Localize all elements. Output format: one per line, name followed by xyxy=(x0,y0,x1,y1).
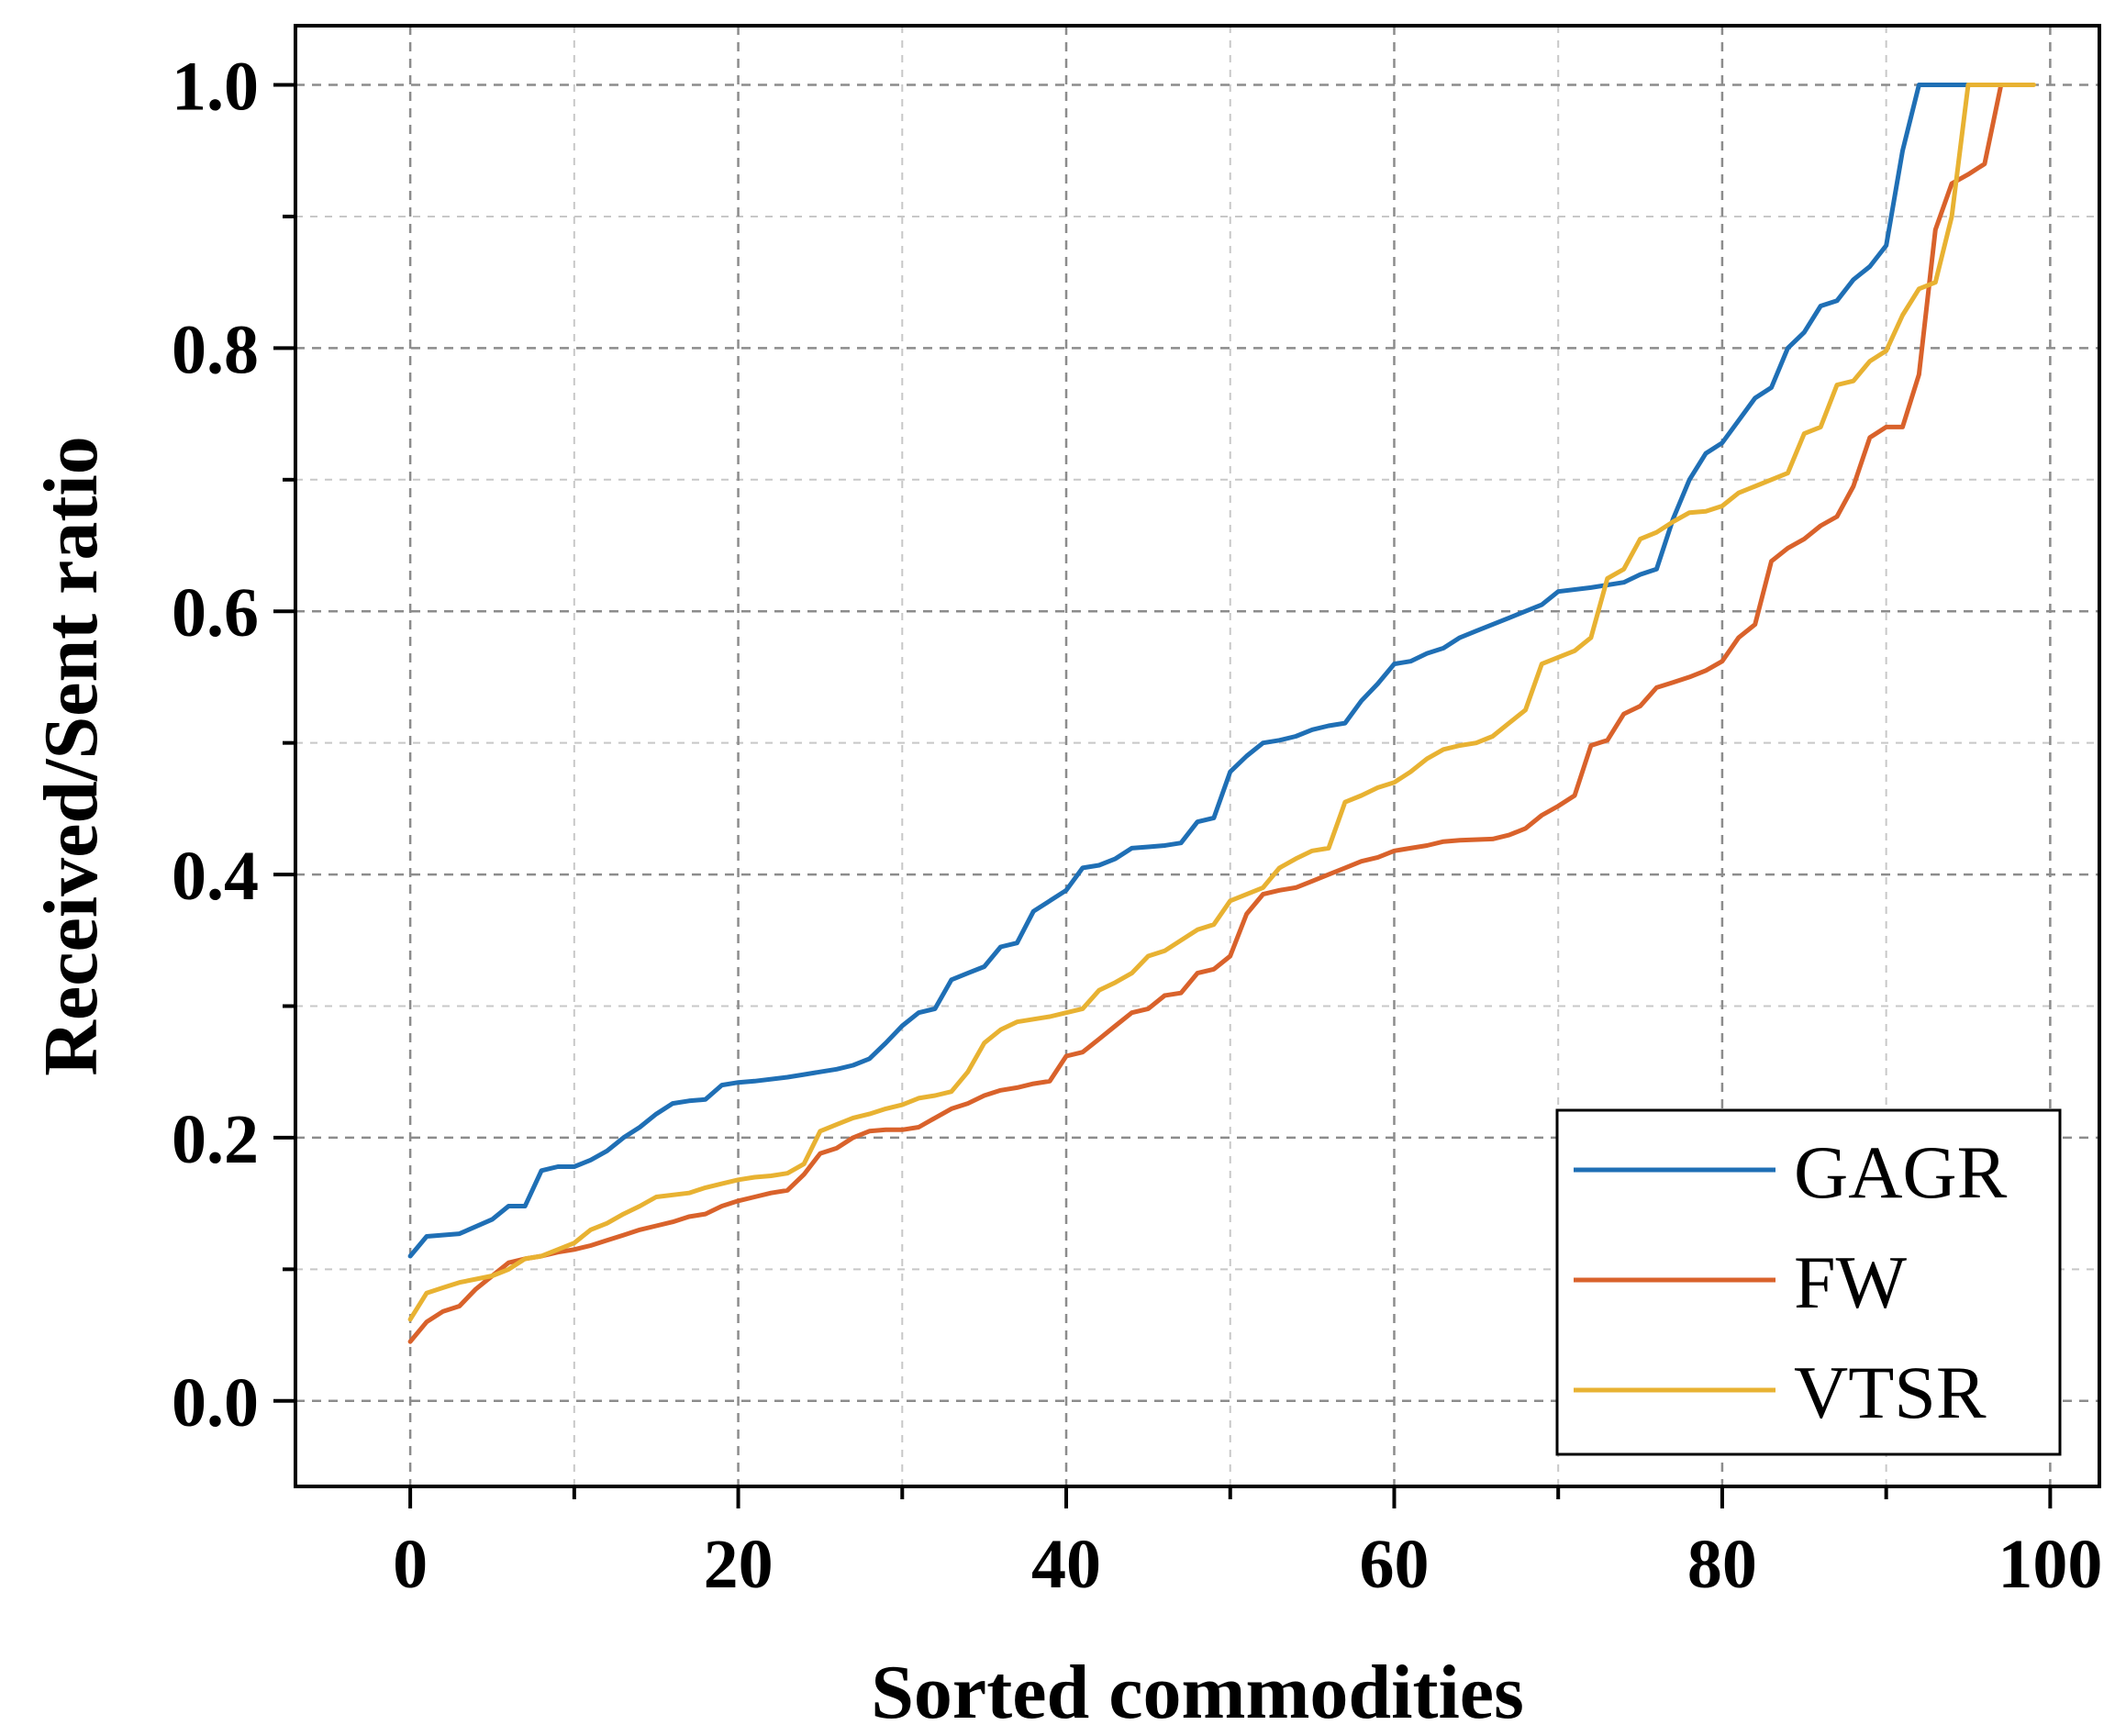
x-tick-label: 100 xyxy=(1998,1526,2102,1603)
legend-label-gagr: GAGR xyxy=(1794,1130,2008,1214)
plot-frame xyxy=(294,24,2101,1488)
x-tick-label: 80 xyxy=(1687,1526,1757,1603)
series-line-gagr xyxy=(407,83,1971,1259)
series-layer xyxy=(407,83,2036,1344)
x-tick-label: 60 xyxy=(1359,1526,1429,1603)
series-line-vtsr xyxy=(407,83,2036,1322)
x-axis-title: Sorted commodities xyxy=(871,1650,1524,1735)
y-tick-label: 0.2 xyxy=(172,1101,259,1178)
y-tick-label: 1.0 xyxy=(172,49,259,126)
y-tick-label: 0.8 xyxy=(172,311,259,388)
legend: GAGR FW VTSR xyxy=(1555,1108,2062,1456)
y-axis-title: Received/Sent ratio xyxy=(28,436,114,1075)
legend-label-vtsr: VTSR xyxy=(1794,1351,1987,1434)
y-tick-label: 0.6 xyxy=(172,574,259,651)
y-tick-label: 0.4 xyxy=(172,838,259,915)
y-tick-labels: 0.0 0.2 0.4 0.6 0.8 1.0 xyxy=(172,49,259,1441)
y-tick-label: 0.0 xyxy=(172,1364,259,1441)
x-tick-label: 40 xyxy=(1031,1526,1101,1603)
x-tick-labels: 0 20 40 60 80 100 xyxy=(393,1526,2102,1603)
series-line-fw xyxy=(407,83,2020,1344)
axis-ticks xyxy=(273,83,2053,1508)
x-tick-label: 0 xyxy=(393,1526,428,1603)
grid-lines xyxy=(295,26,2099,1486)
legend-label-fw: FW xyxy=(1794,1241,1908,1324)
x-tick-label: 20 xyxy=(704,1526,774,1603)
